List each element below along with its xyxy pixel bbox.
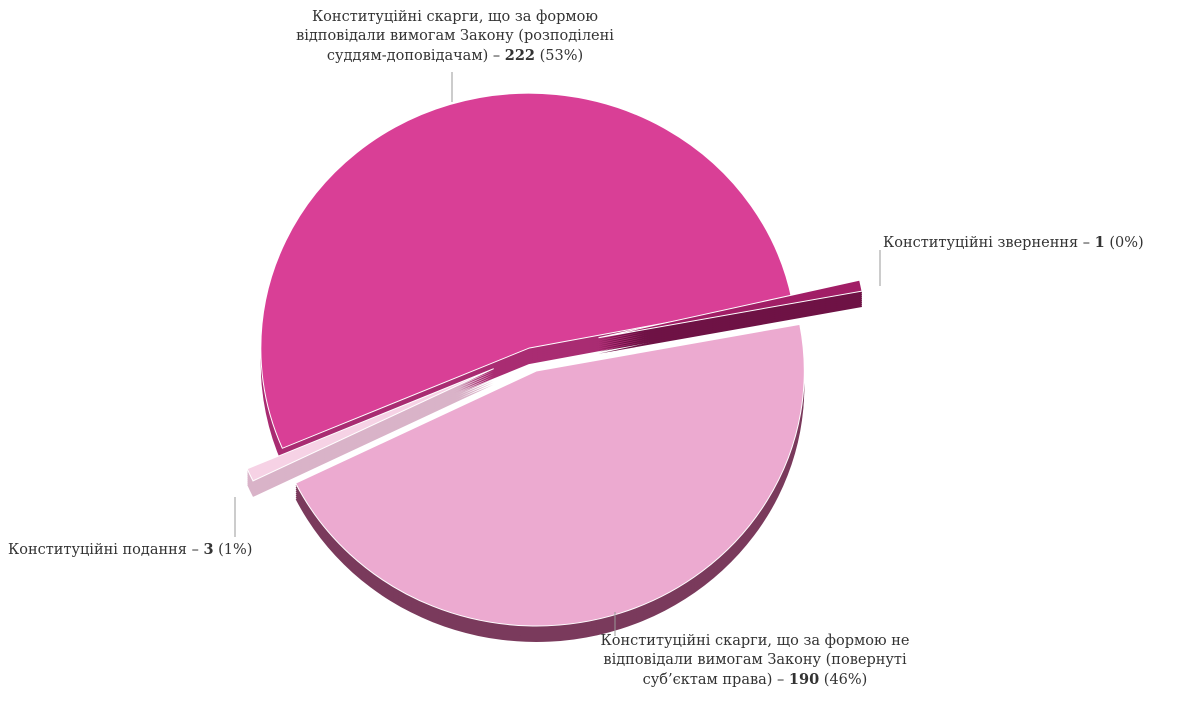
- value-label: 222: [504, 47, 536, 64]
- slice-label: Конституційні скарги, що за формою відпо…: [265, 8, 645, 66]
- separator: –: [191, 542, 199, 558]
- category-label: Конституційні скарги, що за формою відпо…: [296, 9, 614, 64]
- slice: [294, 323, 805, 627]
- separator: –: [492, 48, 501, 64]
- percent-label: (46%): [823, 672, 868, 688]
- category-label: Конституційні скарги, що за формою не ві…: [600, 633, 910, 688]
- value-label: 1: [1094, 234, 1105, 251]
- slice: [598, 279, 863, 339]
- value-label: 190: [788, 671, 820, 688]
- category-label: Конституційні звернення: [883, 235, 1079, 251]
- percent-label: (0%): [1109, 235, 1144, 251]
- slice-label: Конституційні звернення – 1 (0%): [883, 233, 1173, 253]
- separator: –: [777, 672, 785, 688]
- separator: –: [1082, 235, 1091, 251]
- percent-label: (53%): [539, 48, 584, 64]
- category-label: Конституційні подання: [8, 542, 187, 558]
- slice: [246, 368, 494, 482]
- slice-label: Конституційні подання – 3 (1%): [8, 540, 268, 560]
- slice: [260, 92, 793, 449]
- value-label: 3: [203, 541, 214, 558]
- slice-label: Конституційні скарги, що за формою не ві…: [595, 632, 915, 690]
- percent-label: (1%): [218, 542, 253, 558]
